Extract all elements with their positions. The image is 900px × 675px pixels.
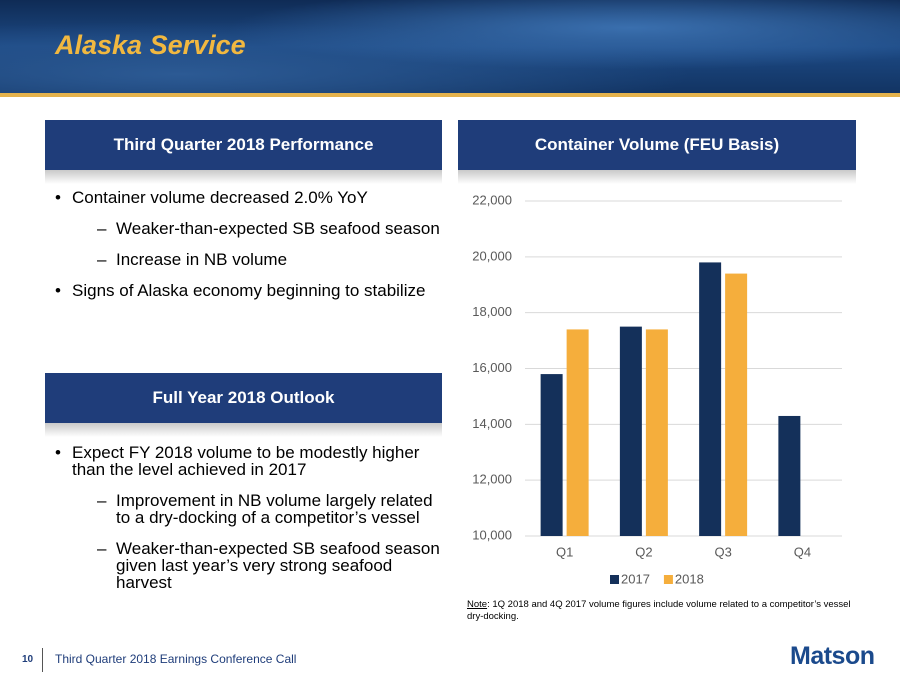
bar	[566, 329, 589, 536]
bar	[540, 374, 563, 536]
header-band	[0, 0, 900, 93]
y-tick-label: 20,000	[472, 248, 512, 263]
logo: Matson	[790, 642, 875, 670]
note-label: Note	[467, 599, 488, 610]
sub-bullet: Weaker-than-expected SB seafood season g…	[52, 540, 442, 591]
legend-swatch	[663, 575, 673, 584]
sub-bullet: Increase in NB volume	[52, 251, 442, 268]
section-heading: Third Quarter 2018 Performance	[45, 120, 442, 184]
page-number: 10	[22, 654, 34, 665]
y-tick-label: 16,000	[472, 360, 512, 375]
y-tick-label: 12,000	[472, 472, 512, 487]
bar	[645, 329, 668, 536]
chart-note: Note: 1Q 2018 and 4Q 2017 volume figures…	[467, 599, 857, 623]
legend-label: 2018	[675, 571, 704, 586]
slide-title: Alaska Service	[55, 30, 246, 60]
bullet-list: Expect FY 2018 volume to be modestly hig…	[52, 444, 442, 605]
footer-text: Third Quarter 2018 Earnings Conference C…	[55, 652, 297, 666]
y-tick-label: 10,000	[472, 527, 512, 542]
legend-label: 2017	[621, 571, 650, 586]
chart-title: Container Volume (FEU Basis)	[458, 120, 856, 184]
x-tick-label: Q4	[794, 544, 811, 559]
x-tick-label: Q1	[556, 544, 573, 559]
legend-swatch	[610, 575, 619, 584]
x-tick-label: Q3	[714, 544, 731, 559]
y-tick-label: 18,000	[472, 304, 512, 319]
x-tick-label: Q2	[635, 544, 652, 559]
bullet-list: Container volume decreased 2.0% YoY Weake…	[52, 189, 442, 313]
section-heading: Full Year 2018 Outlook	[45, 373, 442, 437]
bullet: Signs of Alaska economy beginning to sta…	[52, 282, 442, 299]
header-rule	[0, 93, 900, 97]
bullet: Expect FY 2018 volume to be modestly hig…	[52, 444, 442, 478]
bar	[619, 326, 642, 536]
note-text: : 1Q 2018 and 4Q 2017 volume figures inc…	[467, 599, 851, 622]
bar	[699, 262, 722, 536]
sub-bullet: Improvement in NB volume largely related…	[52, 492, 442, 526]
bar	[778, 415, 801, 536]
bar	[725, 273, 748, 536]
y-tick-label: 14,000	[472, 416, 512, 431]
sub-bullet: Weaker-than-expected SB seafood season	[52, 220, 442, 237]
footer-divider	[42, 648, 43, 672]
bullet: Container volume decreased 2.0% YoY	[52, 189, 442, 206]
y-tick-label: 22,000	[472, 192, 512, 207]
